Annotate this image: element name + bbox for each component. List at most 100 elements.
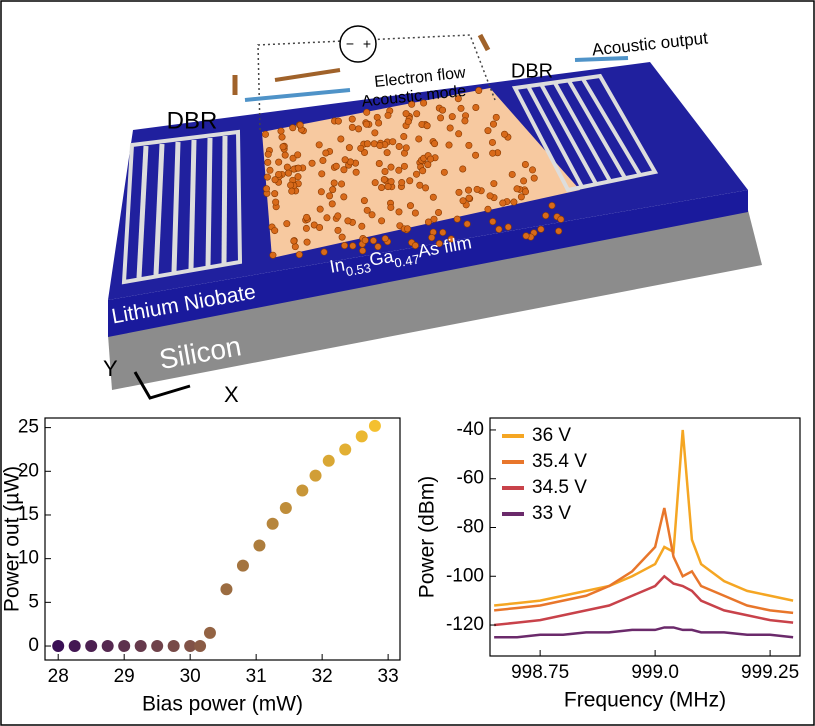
electron (542, 212, 550, 220)
electron (406, 177, 414, 185)
dbr-right (511, 73, 659, 193)
legend-label: 33 V (532, 503, 571, 524)
electron (484, 127, 492, 135)
y-tick-label: 15 (18, 504, 39, 525)
x-axis-label: Bias power (mW) (142, 693, 303, 716)
electron (402, 144, 410, 152)
electron (455, 188, 463, 196)
electron (472, 103, 480, 111)
point (296, 484, 309, 497)
electron (423, 122, 431, 130)
electron (363, 206, 371, 214)
electron (381, 235, 389, 243)
electron (488, 138, 496, 146)
electron (341, 156, 349, 164)
electron (472, 151, 480, 159)
electron (465, 186, 473, 194)
label: Y (103, 356, 118, 381)
electron (465, 141, 473, 149)
electron (422, 184, 430, 192)
electron (492, 113, 500, 121)
electron (529, 166, 537, 174)
label: X (224, 382, 239, 407)
point (151, 640, 164, 653)
electron (439, 228, 447, 236)
electron (404, 118, 412, 126)
electron (419, 167, 427, 175)
electron (455, 130, 463, 138)
point (184, 640, 197, 653)
electron (283, 220, 291, 228)
x-tick-label: 999.25 (741, 662, 799, 683)
electron (459, 197, 467, 205)
electron (326, 192, 334, 200)
electron (361, 236, 369, 244)
electron (378, 184, 386, 192)
point (279, 501, 292, 514)
series-line (494, 507, 794, 615)
point (355, 430, 368, 443)
electron (330, 179, 338, 187)
x-tick-label: 33 (378, 666, 399, 687)
electron (404, 225, 412, 233)
electron (411, 209, 419, 217)
electron (332, 162, 340, 170)
y-tick-label: -120 (446, 614, 484, 635)
electron (499, 199, 507, 207)
electron (275, 170, 283, 178)
electron (439, 106, 447, 114)
electron (295, 251, 303, 259)
electron (275, 158, 283, 166)
point (368, 419, 381, 432)
electron (557, 215, 565, 223)
legend-label: 34.5 V (532, 477, 587, 498)
electron (484, 205, 492, 213)
electron (463, 220, 471, 228)
electron (319, 157, 327, 165)
electron (454, 95, 462, 103)
electron (530, 174, 538, 182)
electron (395, 208, 403, 216)
electron (548, 202, 556, 210)
arrow-current (232, 33, 491, 95)
electron (395, 143, 403, 151)
electron (375, 160, 383, 168)
electron (348, 115, 356, 123)
electron (287, 181, 295, 189)
electron (302, 224, 310, 232)
electron (359, 247, 367, 255)
electron (334, 212, 342, 220)
electron (447, 235, 455, 243)
electron (489, 218, 497, 226)
electron (328, 200, 336, 208)
electron (316, 224, 324, 232)
x-tick-label: 30 (180, 666, 201, 687)
electron (513, 185, 521, 193)
electron (355, 125, 363, 133)
electron (453, 215, 461, 223)
electron (380, 176, 388, 184)
electron (381, 167, 389, 175)
series-line (494, 429, 794, 607)
point (194, 640, 207, 653)
electron (384, 111, 392, 119)
electron (413, 110, 421, 118)
y-tick-label: -60 (457, 468, 484, 489)
legend-label: 35.4 V (532, 451, 587, 472)
electron (349, 242, 357, 250)
electron (424, 161, 432, 169)
point (118, 640, 131, 653)
y-tick-label: -100 (446, 565, 484, 586)
electron (264, 158, 272, 166)
electron (348, 123, 356, 131)
electron (431, 140, 439, 148)
electron (437, 114, 445, 122)
y-tick-label: -80 (457, 517, 484, 538)
arrow-acoustic (244, 88, 351, 102)
electron (352, 168, 360, 176)
electron (281, 151, 289, 159)
electron (445, 141, 453, 149)
electron (360, 197, 368, 205)
electron (289, 124, 297, 132)
electron (429, 193, 437, 201)
